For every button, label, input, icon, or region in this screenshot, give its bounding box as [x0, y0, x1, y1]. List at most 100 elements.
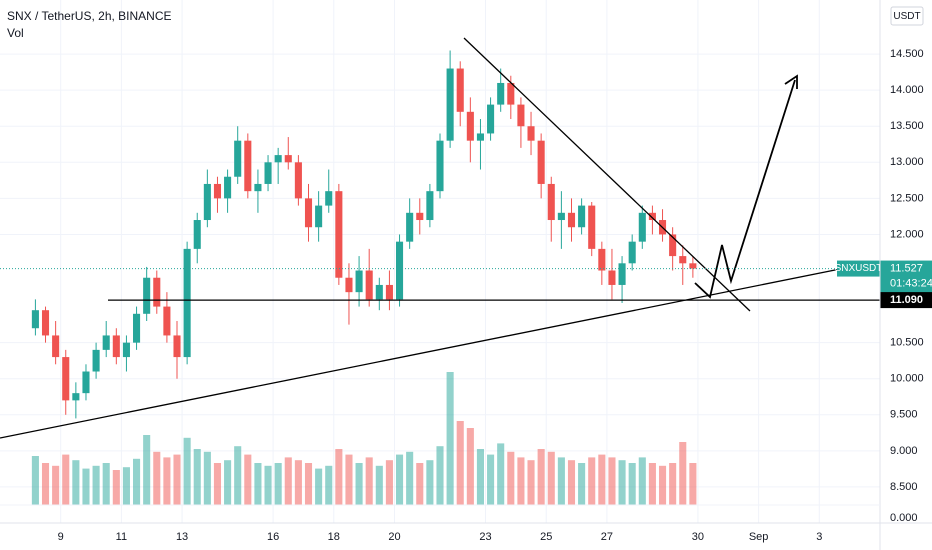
volume-bar: [689, 463, 697, 505]
x-tick-label: 3: [816, 531, 822, 543]
candle-body: [365, 270, 373, 300]
candle-body: [578, 205, 586, 228]
volume-bar: [143, 435, 151, 505]
candle-body: [325, 191, 333, 206]
volume-bar: [476, 449, 484, 505]
candle-body: [456, 68, 464, 112]
x-tick-label: 11: [116, 531, 127, 543]
last-price-box: [880, 260, 932, 293]
x-tick-label: 9: [58, 531, 64, 543]
volume-bar: [213, 463, 222, 505]
candle-body: [537, 140, 545, 184]
candle-body: [406, 212, 414, 242]
candle-body: [52, 335, 60, 358]
volume-bar: [31, 456, 39, 505]
candle-body: [163, 306, 171, 336]
volume-bar: [163, 457, 171, 505]
symbol-box: [837, 260, 880, 277]
candle-body: [274, 155, 282, 163]
candle-body: [284, 155, 292, 163]
candle-body: [193, 220, 201, 249]
chart-title: SNX / TetherUS, 2h, BINANCE: [7, 9, 172, 23]
volume-bar: [547, 451, 555, 505]
candle-body: [669, 234, 677, 257]
volume-bar: [304, 463, 313, 505]
volume-bar: [406, 451, 414, 505]
y-tick-label: 13.500: [890, 120, 924, 132]
y-tick-label: 10.500: [890, 337, 924, 349]
candle-body: [567, 212, 576, 228]
volume-bar: [517, 457, 525, 505]
volume-bar: [537, 449, 545, 505]
candle-body: [689, 263, 697, 269]
candle-body: [153, 277, 161, 307]
volume-bar: [102, 463, 110, 505]
volume-bar: [638, 457, 646, 505]
volume-bar: [264, 465, 272, 505]
x-tick-label: 18: [328, 531, 340, 543]
candle-body: [82, 371, 90, 394]
arrow-head: [784, 74, 798, 89]
candle-body: [345, 277, 353, 293]
x-tick-label: 20: [388, 531, 400, 543]
y-tick-label: 9.000: [890, 445, 918, 457]
candle-body: [375, 284, 383, 300]
y2-tick-label: 0.000: [890, 512, 918, 524]
candle-body: [213, 183, 222, 199]
candle-body: [487, 104, 495, 134]
volume-bar: [153, 451, 161, 505]
volume-bar: [72, 460, 80, 505]
candle-body: [244, 140, 252, 192]
y-tick-label: 14.500: [890, 48, 924, 60]
candle-body: [476, 133, 484, 141]
volume-bar: [315, 468, 323, 505]
candle-body: [355, 270, 363, 293]
candle-body: [143, 277, 151, 314]
candle-body: [396, 241, 404, 300]
candle-body: [294, 162, 302, 199]
candle-body: [588, 205, 596, 249]
volume-bar: [426, 460, 434, 505]
currency-label[interactable]: USDT: [893, 11, 920, 22]
volume-bar: [173, 454, 181, 505]
drawings: [0, 37, 846, 439]
candle-body: [527, 126, 535, 141]
volume-bar: [244, 454, 252, 505]
last-price-label: 11.527: [890, 262, 923, 274]
candle-body: [62, 357, 70, 401]
candle-body: [264, 162, 272, 184]
candle-body: [92, 349, 100, 372]
volume-bar: [557, 457, 565, 505]
y-tick-label: 12.500: [890, 192, 924, 204]
candle-body: [102, 335, 110, 350]
volume-bar: [234, 446, 242, 505]
x-tick-label: 23: [479, 531, 491, 543]
x-tick-label: Sep: [749, 531, 769, 543]
countdown-label: 01:43:24: [890, 277, 932, 289]
candle-body: [112, 335, 120, 358]
candle-body: [385, 284, 393, 300]
candle-body: [517, 104, 525, 127]
candle-body: [173, 335, 181, 358]
candle-body: [304, 198, 313, 228]
candle-body: [122, 342, 130, 358]
x-tick-label: 27: [601, 531, 613, 543]
candle-body: [648, 212, 656, 221]
x-tick-label: 16: [267, 531, 279, 543]
volume-bar: [335, 449, 343, 505]
volume-bar: [112, 470, 120, 505]
volume-bar: [507, 451, 515, 505]
candle-body: [426, 191, 434, 221]
y-tick-label: 14.000: [890, 84, 924, 96]
x-tick-label: 13: [176, 531, 188, 543]
volume-bar: [648, 463, 656, 505]
candle-body: [183, 248, 191, 358]
support-box: [880, 292, 932, 309]
support-label: 11.090: [890, 294, 923, 306]
currency-box[interactable]: [890, 6, 924, 26]
candle-body: [608, 270, 616, 285]
rising-trendline: [0, 267, 846, 439]
volume-bar: [669, 463, 677, 505]
candle-body: [72, 393, 80, 401]
